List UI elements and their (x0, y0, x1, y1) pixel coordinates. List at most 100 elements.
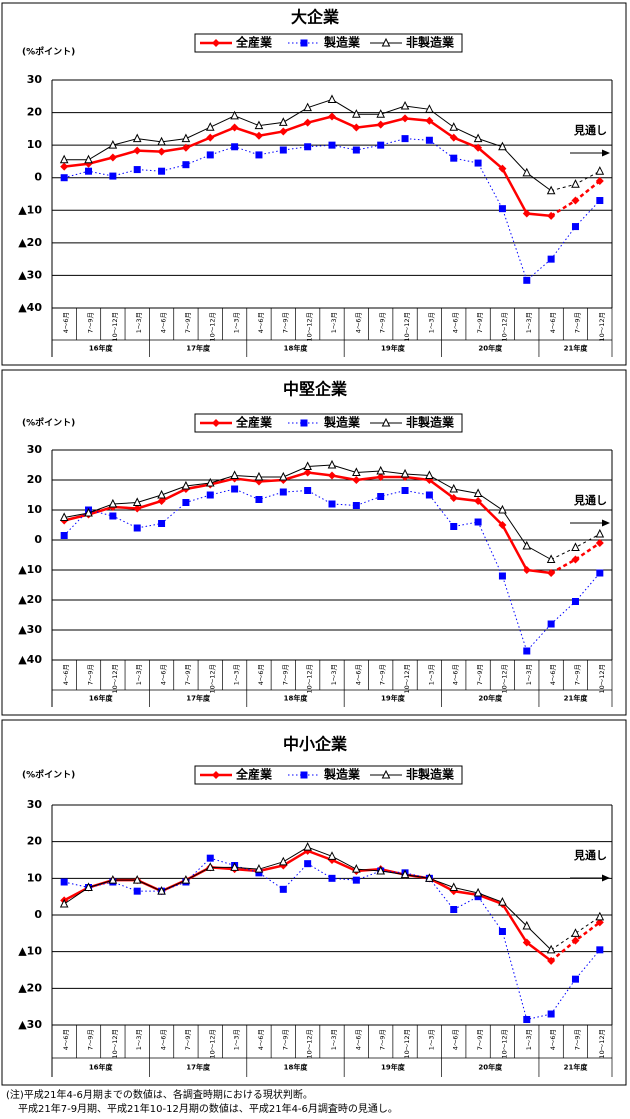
marker (303, 842, 312, 851)
marker (60, 878, 68, 886)
x-tick-label: 7～9月 (184, 312, 192, 333)
marker (303, 468, 312, 477)
x-tick-label: 4～6月 (257, 1029, 265, 1050)
series-line (63, 849, 552, 962)
x-tick-label: 7～9月 (573, 1029, 581, 1050)
y-tick-label: 10 (27, 138, 43, 151)
annotation: 見通し (573, 494, 607, 507)
x-tick-label: 7～9月 (87, 1029, 95, 1050)
annotation: 見通し (573, 124, 607, 137)
marker (327, 851, 337, 860)
x-tick-label: 4～6月 (62, 312, 70, 333)
marker (212, 39, 220, 47)
y-tick-label: 30 (27, 443, 43, 456)
year-label: 16年度 (89, 694, 114, 703)
marker (425, 136, 433, 144)
marker (425, 470, 434, 479)
marker (132, 875, 142, 884)
x-tick-label: 10～12月 (500, 312, 508, 342)
x-tick-label: 10～12月 (403, 312, 411, 342)
marker (181, 133, 191, 143)
marker (84, 154, 93, 164)
year-label: 17年度 (186, 1063, 211, 1072)
footnote: 平成21年7-9月期、平成21年10-12月期の数値は、平成21年4-6月調査時… (18, 1102, 398, 1115)
marker (278, 117, 288, 126)
marker (60, 174, 68, 182)
x-tick-label: 10～12月 (403, 664, 411, 694)
marker (352, 476, 361, 484)
marker (571, 928, 580, 937)
marker (450, 906, 458, 913)
marker (303, 118, 312, 127)
marker (279, 146, 287, 154)
marker (571, 542, 580, 551)
marker (59, 154, 69, 164)
marker (595, 911, 605, 921)
marker (449, 494, 458, 502)
marker (498, 205, 506, 213)
y-axis-label: (%ポイント) (22, 46, 75, 58)
y-tick-label: ▲30 (18, 1018, 42, 1031)
legend-box (194, 765, 463, 785)
x-tick-label: 1～3月 (233, 1029, 241, 1050)
year-label: 18年度 (284, 694, 309, 703)
footnote: (注)平成21年4-6月期までの数値は、各調査時期における現状判断。 (6, 1088, 313, 1101)
series-line (550, 916, 601, 951)
marker (181, 480, 191, 490)
y-tick-label: 0 (34, 171, 42, 184)
marker (522, 920, 532, 930)
x-tick-label: 4～6月 (160, 1029, 168, 1050)
year-label: 21年度 (564, 1063, 589, 1072)
y-tick-label: 20 (27, 835, 43, 848)
y-tick-label: 10 (27, 871, 43, 884)
legend-label: 製造業 (323, 415, 361, 430)
panel-border (1, 369, 627, 716)
marker (474, 497, 483, 505)
y-tick-label: ▲40 (18, 653, 42, 666)
marker (498, 164, 507, 173)
marker (523, 647, 531, 655)
marker (522, 540, 532, 550)
marker (254, 120, 264, 130)
series-line (550, 541, 601, 575)
marker (304, 143, 312, 151)
marker (206, 151, 214, 159)
panel-border (1, 2, 627, 366)
marker (522, 167, 532, 177)
marker (547, 211, 556, 220)
marker (328, 874, 336, 882)
marker (205, 862, 215, 871)
x-tick-label: 10～12月 (598, 312, 606, 342)
marker (425, 104, 434, 113)
marker (571, 975, 579, 983)
marker (300, 419, 308, 427)
marker (352, 146, 360, 154)
y-tick-label: 10 (27, 503, 43, 516)
x-tick-label: 4～6月 (452, 1029, 460, 1050)
x-tick-label: 1～3月 (427, 664, 435, 685)
marker (133, 146, 142, 155)
marker (450, 523, 458, 530)
marker (498, 521, 507, 529)
marker (304, 487, 312, 494)
marker (231, 143, 239, 151)
marker (108, 153, 117, 162)
marker (328, 141, 336, 149)
annotation-arrowhead (602, 874, 610, 882)
x-tick-label: 1～3月 (330, 312, 338, 333)
marker (109, 512, 117, 520)
y-tick-label: ▲20 (18, 236, 42, 249)
marker (547, 620, 555, 628)
marker (205, 477, 215, 487)
marker (352, 109, 361, 118)
marker (352, 123, 361, 132)
year-label: 21年度 (564, 344, 589, 353)
marker (571, 196, 580, 205)
marker (84, 882, 93, 891)
marker (547, 569, 556, 577)
x-tick-label: 1～3月 (135, 1029, 143, 1050)
legend-label: 製造業 (323, 767, 361, 782)
y-tick-label: ▲40 (18, 301, 42, 314)
marker (60, 162, 69, 171)
